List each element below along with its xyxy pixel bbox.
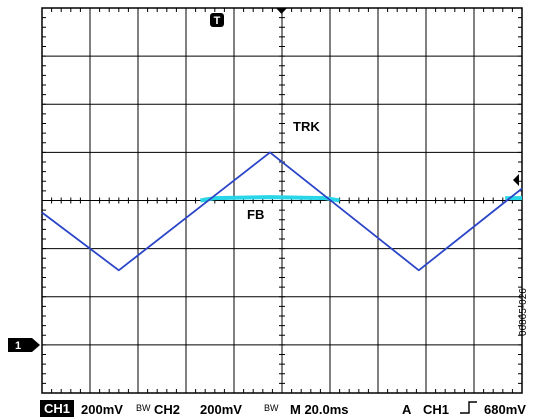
graticule	[41, 7, 523, 394]
ch1-tag-box	[40, 400, 74, 417]
trigger-mode: A	[402, 402, 412, 417]
ch2-label: CH2	[154, 402, 180, 417]
timebase: M 20.0ms	[290, 402, 349, 417]
trigger-source: CH1	[423, 402, 449, 417]
trace-layer	[41, 151, 523, 272]
ch1-scale: 200mV	[81, 402, 123, 417]
svg-text:1: 1	[15, 340, 21, 352]
fb-label: FB	[247, 207, 264, 222]
ch1-tag: CH1	[44, 401, 70, 416]
figure-id: 06865-026	[518, 288, 529, 336]
trigger-position-marker: T	[210, 13, 224, 27]
ch2-scale: 200mV	[200, 402, 242, 417]
series-trk-trace	[41, 151, 523, 272]
trigger-level: 680mV	[484, 402, 526, 417]
status-bar: CH1 200mV BW CH2 200mV BW M 20.0ms A CH1…	[40, 400, 526, 417]
ch2-bandwidth-limit: BW	[264, 403, 279, 413]
trigger-level-marker-icon	[513, 174, 519, 186]
trk-label: TRK	[293, 119, 320, 134]
svg-text:T: T	[214, 15, 221, 27]
ch1-bandwidth-limit: BW	[136, 403, 151, 413]
delay-marker-icon	[276, 8, 287, 14]
ch1-ground-marker: 1	[8, 338, 40, 352]
rising-edge-icon	[460, 401, 477, 414]
